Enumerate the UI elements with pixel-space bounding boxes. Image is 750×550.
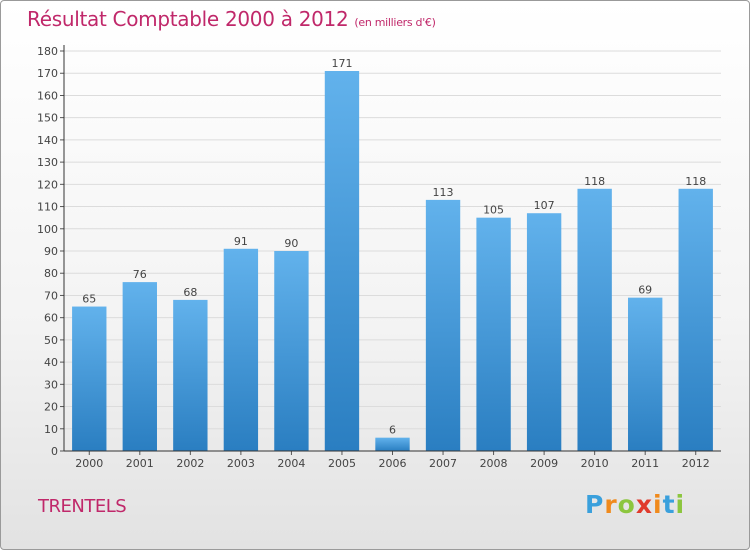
logo-letter-5: t [662, 490, 676, 519]
x-tick-label-2001: 2001 [126, 457, 154, 470]
bar-value-label-2005: 171 [331, 57, 352, 70]
bar-2009 [526, 213, 562, 451]
bar-2012 [678, 188, 713, 451]
logo-letter-4: i [653, 490, 663, 519]
x-tick-label-2011: 2011 [631, 457, 659, 470]
bar-2001 [122, 282, 157, 451]
bar-value-label-2001: 76 [133, 268, 147, 281]
x-tick-label-2000: 2000 [75, 457, 103, 470]
y-tick-label-13: 130 [37, 156, 58, 169]
x-tick-label-2006: 2006 [379, 457, 407, 470]
y-tick-label-2: 20 [44, 401, 58, 414]
proxiti-logo: Proxiti [585, 490, 685, 519]
logo-letter-2: o [617, 490, 636, 519]
grid-lines [64, 50, 721, 452]
y-tick-label-3: 30 [44, 378, 58, 391]
bar-chart: 0 10 20 30 40 50 60 70 80 90 100 110 120 130 140 150 160… [37, 45, 721, 470]
y-axis: 0 10 20 30 40 50 60 70 80 90 100 110 120 130 140 150 160… [37, 45, 65, 458]
y-tick-label-9: 90 [44, 245, 58, 258]
y-tick-label-5: 50 [44, 334, 58, 347]
chart-title: Résultat Comptable 2000 à 2012 (en millie… [27, 7, 436, 31]
bar-2007 [425, 199, 461, 451]
y-tick-label-6: 60 [44, 312, 58, 325]
bar-2011 [628, 297, 663, 451]
location-name: TRENTELS [38, 496, 127, 517]
bar-value-label-2004: 90 [284, 237, 298, 250]
y-tick-label-1: 10 [44, 423, 58, 436]
logo-letter-0: P [585, 490, 605, 519]
bar-value-label-2012: 118 [685, 175, 706, 188]
bar-value-label-2006: 6 [389, 424, 396, 437]
x-tick-label-2012: 2012 [682, 457, 710, 470]
x-tick-label-2005: 2005 [328, 457, 356, 470]
title-unit: (en milliers d'€) [354, 16, 436, 29]
x-tick-label-2009: 2009 [530, 457, 558, 470]
x-tick-label-2010: 2010 [581, 457, 609, 470]
bar-value-label-2011: 69 [638, 284, 652, 297]
x-tick-label-2003: 2003 [227, 457, 255, 470]
bar-value-label-2009: 107 [534, 199, 555, 212]
y-tick-label-10: 100 [37, 223, 58, 236]
bar-value-label-2003: 91 [234, 235, 248, 248]
bar-2003 [223, 248, 259, 451]
bar-2006 [375, 437, 410, 451]
bar-2010 [577, 188, 612, 451]
x-tick-label-2008: 2008 [480, 457, 508, 470]
bar-value-label-2008: 105 [483, 204, 504, 217]
logo-letter-3: x [635, 490, 653, 519]
bar-value-label-2002: 68 [183, 286, 197, 299]
bar-2008 [476, 217, 511, 451]
x-tick-label-2004: 2004 [277, 457, 305, 470]
y-tick-label-7: 70 [44, 289, 58, 302]
logo-letter-1: r [604, 490, 618, 519]
y-tick-label-17: 170 [37, 67, 58, 80]
y-tick-label-12: 120 [37, 178, 58, 191]
bar-2005 [324, 71, 360, 451]
y-tick-label-18: 180 [37, 45, 58, 58]
bars: 65 76 68 91 90 171 6 113 105 107 118 69 118 [72, 57, 713, 451]
y-tick-label-11: 110 [37, 201, 58, 214]
logo-letter-6: i [675, 490, 686, 519]
y-tick-label-0: 0 [51, 445, 58, 458]
bar-value-label-2010: 118 [584, 175, 605, 188]
bar-2002 [173, 299, 208, 451]
bar-value-label-2000: 65 [82, 293, 96, 306]
bar-2004 [274, 251, 309, 451]
x-tick-label-2002: 2002 [176, 457, 204, 470]
y-tick-label-16: 160 [37, 89, 58, 102]
x-axis: 2000 2001 2002 2003 2004 2005 2006 2007 2008 2009… [64, 450, 721, 470]
bar-2000 [72, 306, 107, 451]
y-tick-label-4: 40 [44, 356, 58, 369]
y-tick-label-14: 140 [37, 134, 58, 147]
x-tick-label-2007: 2007 [429, 457, 457, 470]
y-tick-label-8: 80 [44, 267, 58, 280]
title-main: Résultat Comptable 2000 à 2012 [27, 7, 349, 31]
bar-value-label-2007: 113 [433, 186, 454, 199]
y-tick-label-15: 150 [37, 112, 58, 125]
